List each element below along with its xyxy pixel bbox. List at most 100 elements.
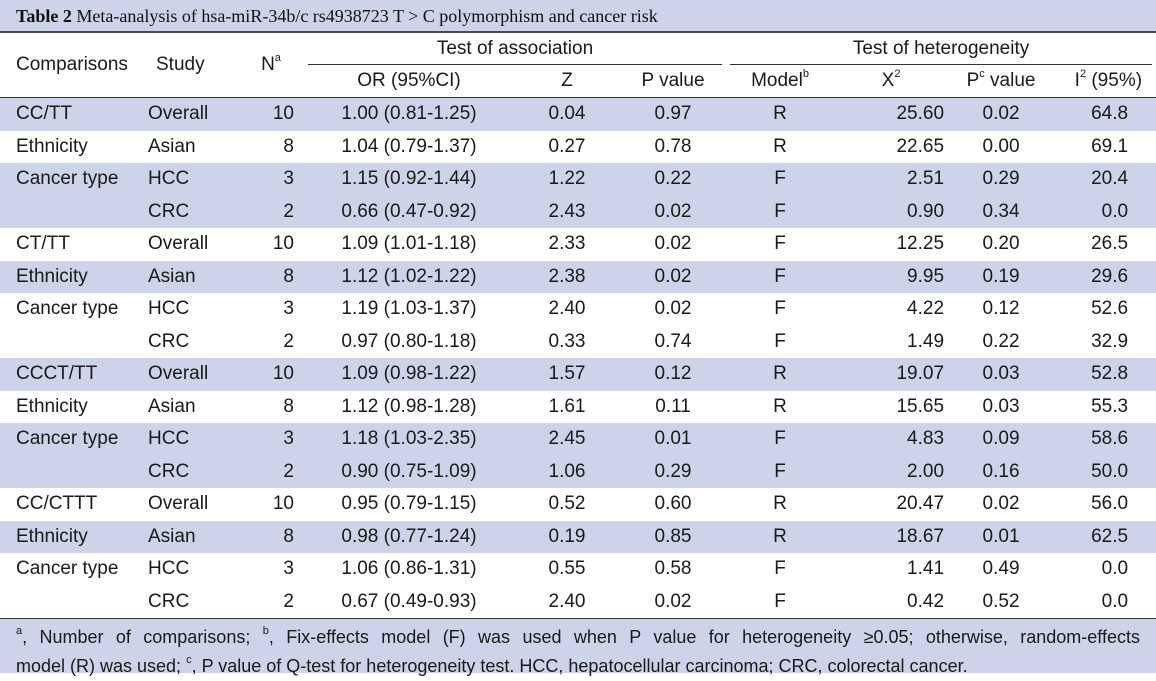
cell-p-value: 0.02 (654, 233, 692, 255)
cell-p-value: 0.78 (654, 135, 692, 157)
cell-i2: 0.0 (1101, 590, 1129, 612)
cell-pc-value: 0.09 (948, 423, 1055, 456)
cell-x2: 12.25 (896, 233, 945, 255)
cell-p-value: 0.01 (620, 423, 727, 456)
cell-p-value: 0.74 (654, 330, 692, 352)
cell-i2: 64.8 (1054, 97, 1156, 131)
table-row: Ethnicity Asian 8 1.12 (1.02-1.22) 2.38 0.02 F… (0, 260, 1156, 293)
cell-x2: 15.65 (896, 395, 945, 417)
cell-pc-value: 0.52 (982, 590, 1020, 612)
cell-or: 1.06 (0.86-1.31) (341, 558, 477, 580)
cell-study: Overall (148, 97, 238, 131)
cell-x2: 22.65 (896, 135, 945, 157)
cell-z: 0.52 (548, 493, 586, 515)
cell-p-value: 0.58 (654, 558, 692, 580)
cell-model: F (726, 423, 835, 456)
cell-or: 0.90 (0.75-1.09) (304, 455, 514, 488)
cell-model: F (774, 590, 786, 612)
cell-z: 2.40 (548, 298, 586, 320)
table-row: Ethnicity Asian 8 1.04 (0.79-1.37) 0.27 0.78 R… (0, 131, 1156, 164)
cell-comparison: CC/CTTT (16, 493, 98, 515)
cell-study: HCC (148, 298, 190, 320)
cell-i2: 20.4 (1054, 163, 1156, 196)
cell-p-value: 0.02 (654, 298, 692, 320)
cell-or: 1.19 (1.03-1.37) (341, 298, 477, 320)
cell-comparison (0, 326, 148, 359)
header-i2: I2 (95%) (1054, 65, 1156, 98)
cell-n: 3 (283, 298, 294, 320)
cell-model: R (773, 135, 787, 157)
cell-study: Overall (148, 493, 209, 515)
cell-pc-value: 0.49 (982, 558, 1020, 580)
cell-z: 2.45 (514, 423, 620, 456)
cell-z: 2.43 (514, 195, 620, 228)
cell-comparison: Ethnicity (16, 395, 88, 417)
cell-i2: 56.0 (1091, 493, 1129, 515)
footnote-line-1: a, Number of comparisons; b, Fix-effects… (16, 625, 1140, 648)
caption-text: Meta-analysis of hsa-miR-34b/c rs4938723… (71, 6, 658, 26)
cell-study: Asian (148, 395, 196, 417)
footnote-line-2: model (R) was used; c, P value of Q-test… (16, 654, 968, 677)
cell-comparison: Cancer type (16, 558, 119, 580)
cell-comparison (0, 586, 148, 619)
cell-n: 10 (272, 233, 294, 255)
table-row: CRC 2 0.67 (0.49-0.93) 2.40 0.02 F 0.42 0.52 0.0 (0, 586, 1156, 619)
cell-or: 0.67 (0.49-0.93) (341, 590, 477, 612)
cell-z: 0.04 (514, 97, 620, 131)
table-body: CC/TT Overall 10 1.00 (0.81-1.25) 0.04 0.97 R 2… (0, 97, 1156, 619)
cell-x2: 0.90 (834, 195, 949, 228)
cell-z: 2.38 (514, 260, 620, 293)
cell-z: 0.27 (548, 135, 586, 157)
cell-n: 3 (283, 558, 294, 580)
cell-or: 0.66 (0.47-0.92) (304, 195, 514, 228)
cell-i2: 58.6 (1054, 423, 1156, 456)
cell-x2: 20.47 (896, 493, 945, 515)
cell-z: 1.06 (514, 455, 620, 488)
cell-pc-value: 0.29 (948, 163, 1055, 196)
cell-comparison: Cancer type (16, 298, 119, 320)
table-row: Cancer type HCC 3 1.19 (1.03-1.37) 2.40 0.02 F… (0, 293, 1156, 326)
cell-study: Overall (148, 358, 238, 391)
cell-x2: 1.41 (907, 558, 945, 580)
cell-comparison: CT/TT (16, 233, 70, 255)
cell-or: 0.98 (0.77-1.24) (304, 520, 514, 553)
cell-model: R (726, 97, 835, 131)
cell-pc-value: 0.02 (948, 97, 1055, 131)
cell-or: 1.18 (1.03-2.35) (304, 423, 514, 456)
cell-n: 10 (272, 493, 294, 515)
header-test-of-association: Test of association (304, 33, 726, 65)
cell-pc-value: 0.20 (982, 233, 1020, 255)
cell-p-value: 0.02 (654, 590, 692, 612)
cell-pc-value: 0.22 (982, 330, 1020, 352)
cell-model: R (726, 358, 835, 391)
table-row: CC/CTTT Overall 10 0.95 (0.79-1.15) 0.52 0.60… (0, 488, 1156, 521)
cell-i2: 26.5 (1091, 233, 1129, 255)
cell-p-value: 0.60 (654, 493, 692, 515)
table-row: CCCT/TT Overall 10 1.09 (0.98-1.22) 1.57 0.12… (0, 358, 1156, 391)
cell-model: F (774, 298, 786, 320)
cell-z: 0.33 (548, 330, 586, 352)
cell-or: 0.97 (0.80-1.18) (341, 330, 477, 352)
cell-i2: 0.0 (1054, 195, 1156, 228)
cell-pc-value: 0.34 (948, 195, 1055, 228)
header-p-value: P value (620, 65, 727, 98)
cell-model: F (774, 558, 786, 580)
cell-study: CRC (148, 455, 238, 488)
cell-p-value: 0.02 (620, 195, 727, 228)
cell-z: 1.22 (514, 163, 620, 196)
cell-model: F (726, 195, 835, 228)
cell-x2: 2.00 (834, 455, 949, 488)
cell-z: 2.33 (548, 233, 586, 255)
cell-pc-value: 0.19 (948, 260, 1055, 293)
cell-model: R (726, 520, 835, 553)
cell-p-value: 0.12 (620, 358, 727, 391)
cell-comparison: CC/TT (0, 97, 148, 131)
cell-p-value: 0.85 (620, 520, 727, 553)
table-row: Ethnicity Asian 8 1.12 (0.98-1.28) 1.61 0.11 R… (0, 391, 1156, 424)
cell-n: 10 (238, 97, 304, 131)
cell-i2: 32.9 (1091, 330, 1129, 352)
cell-n: 10 (238, 358, 304, 391)
cell-z: 0.55 (548, 558, 586, 580)
cell-x2: 1.49 (907, 330, 945, 352)
cell-comparison (0, 455, 148, 488)
